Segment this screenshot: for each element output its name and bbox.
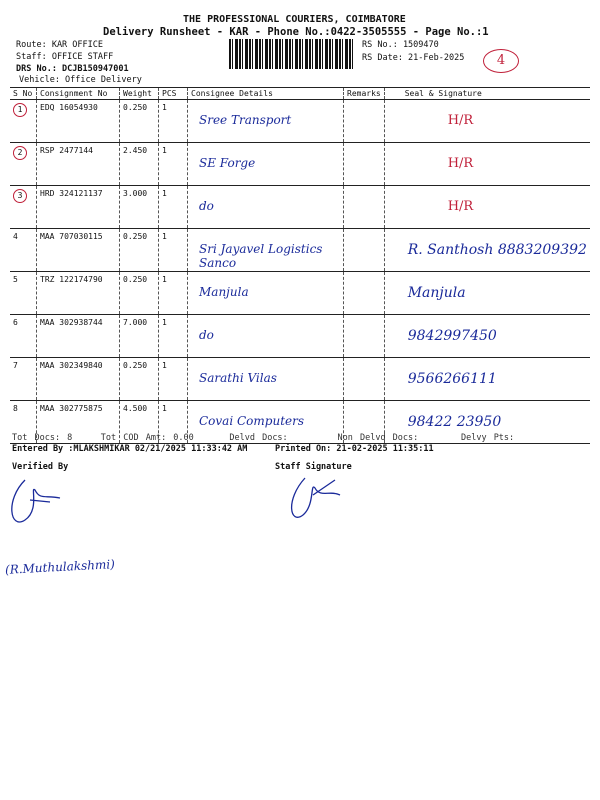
remarks [343, 357, 385, 401]
table-row: 2 RSP 2477144 2.450 1 SE Forge H/R [10, 142, 590, 186]
remarks [343, 142, 385, 186]
staff-signature-label: Staff Signature [275, 462, 352, 472]
col-consignment: Consignment No [36, 87, 120, 100]
staff: Staff: OFFICE STAFF [16, 52, 114, 62]
table-row: 5 TRZ 122174790 0.250 1 Manjula Manjula [10, 271, 590, 315]
entered-by: Entered By :MLAKSHMIKAR 02/21/2025 11:33… [12, 444, 248, 454]
table-row: 3 HRD 324121137 3.000 1 do H/R [10, 185, 590, 229]
col-weight: Weight [119, 87, 159, 100]
weight: 0.250 [119, 357, 159, 401]
seal-signature: 9566266111 [407, 371, 497, 387]
consignee: do [199, 199, 214, 213]
runsheet-table: S No Consignment No Weight PCS Consignee… [10, 87, 590, 444]
weight: 3.000 [119, 185, 159, 229]
consignment-no: MAA 302349840 [36, 357, 120, 401]
table-row: 1 EDQ 16054930 0.250 1 Sree Transport H/… [10, 99, 590, 143]
name-note: (R.Muthulakshmi) [4, 557, 116, 577]
rs-number: RS No.: 1509470 [362, 40, 439, 50]
consignee: do [199, 328, 214, 342]
seal-signature: 9842997450 [407, 328, 497, 344]
drs-number: DRS No.: DCJB150947001 [16, 64, 129, 74]
remarks [343, 314, 385, 358]
weight: 7.000 [119, 314, 159, 358]
sno: 3 [13, 189, 27, 203]
col-seal-signature: Seal & Signature [383, 87, 590, 100]
printed-on: Printed On: 21-02-2025 11:35:11 [275, 444, 434, 454]
sno: 6 [13, 318, 18, 327]
consignment-no: MAA 707030115 [36, 228, 120, 272]
staff-signature [291, 477, 341, 518]
circled-mark: 4 [483, 49, 519, 73]
table-header: S No Consignment No Weight PCS Consignee… [10, 87, 590, 100]
seal-signature: R. Santhosh 8883209392 [407, 242, 587, 258]
pcs: 1 [158, 400, 188, 444]
seal-signature: H/R [447, 113, 474, 128]
pcs: 1 [158, 357, 188, 401]
remarks [343, 400, 385, 444]
consignee: Sree Transport [199, 113, 292, 127]
sno: 8 [13, 404, 18, 413]
pcs: 1 [158, 142, 188, 186]
pcs: 1 [158, 228, 188, 272]
pcs: 1 [158, 185, 188, 229]
consignee: Sri Jayavel Logistics Sanco [199, 242, 323, 270]
seal-signature: H/R [447, 199, 474, 214]
footer-totals: Tot Docs: 8 Tot COD Amt: 0.00 Delvd Docs… [12, 433, 514, 443]
pcs: 1 [158, 314, 188, 358]
route: Route: KAR OFFICE [16, 40, 103, 50]
verified-by-label: Verified By [12, 462, 69, 472]
vehicle: Vehicle: Office Delivery [19, 75, 142, 85]
table-row: 6 MAA 302938744 7.000 1 do 9842997450 [10, 314, 590, 358]
weight: 0.250 [119, 271, 159, 315]
consignment-no: MAA 302775875 [36, 400, 120, 444]
consignee: Manjula [199, 285, 249, 299]
barcode [229, 39, 355, 69]
remarks [343, 271, 385, 315]
col-pcs: PCS [158, 87, 188, 100]
remarks [343, 228, 385, 272]
tot-docs: Tot Docs: 8 [12, 433, 73, 443]
tot-cod: Tot COD Amt: 0.00 [100, 433, 194, 443]
table-row: 8 MAA 302775875 4.500 1 Covai Computers … [10, 400, 590, 444]
seal-signature: 98422 23950 [407, 414, 502, 430]
consignee: SE Forge [199, 156, 256, 170]
delvy-pts: Delvy Pts: [460, 433, 515, 443]
non-delvd-docs: Non Delvd Docs: [337, 433, 419, 443]
col-consignee: Consignee Details [187, 87, 344, 100]
consignment-no: EDQ 16054930 [36, 99, 120, 143]
weight: 0.250 [119, 228, 159, 272]
consignment-no: RSP 2477144 [36, 142, 120, 186]
consignee: Sarathi Vilas [199, 371, 277, 385]
sno: 7 [13, 361, 18, 370]
sno: 1 [13, 103, 27, 117]
consignment-no: HRD 324121137 [36, 185, 120, 229]
rs-date: RS Date: 21-Feb-2025 [362, 53, 465, 63]
sno: 4 [13, 232, 18, 241]
company-name: THE PROFESSIONAL COURIERS, COIMBATORE [183, 14, 406, 25]
pcs: 1 [158, 271, 188, 315]
weight: 0.250 [119, 99, 159, 143]
weight: 2.450 [119, 142, 159, 186]
delvd-docs: Delvd Docs: [229, 433, 288, 443]
document-title: Delivery Runsheet - KAR - Phone No.:0422… [103, 26, 489, 38]
col-remarks: Remarks [343, 87, 385, 100]
sno: 2 [13, 146, 27, 160]
consignment-no: MAA 302938744 [36, 314, 120, 358]
verified-signature [11, 479, 61, 523]
table-row: 7 MAA 302349840 0.250 1 Sarathi Vilas 95… [10, 357, 590, 401]
pcs: 1 [158, 99, 188, 143]
col-sno: S No [10, 87, 37, 100]
consignment-no: TRZ 122174790 [36, 271, 120, 315]
seal-signature: Manjula [407, 285, 466, 301]
seal-signature: H/R [447, 156, 474, 171]
remarks [343, 99, 385, 143]
sno: 5 [13, 275, 18, 284]
consignee: Covai Computers [199, 414, 305, 428]
table-row: 4 MAA 707030115 0.250 1 Sri Jayavel Logi… [10, 228, 590, 272]
weight: 4.500 [119, 400, 159, 444]
remarks [343, 185, 385, 229]
